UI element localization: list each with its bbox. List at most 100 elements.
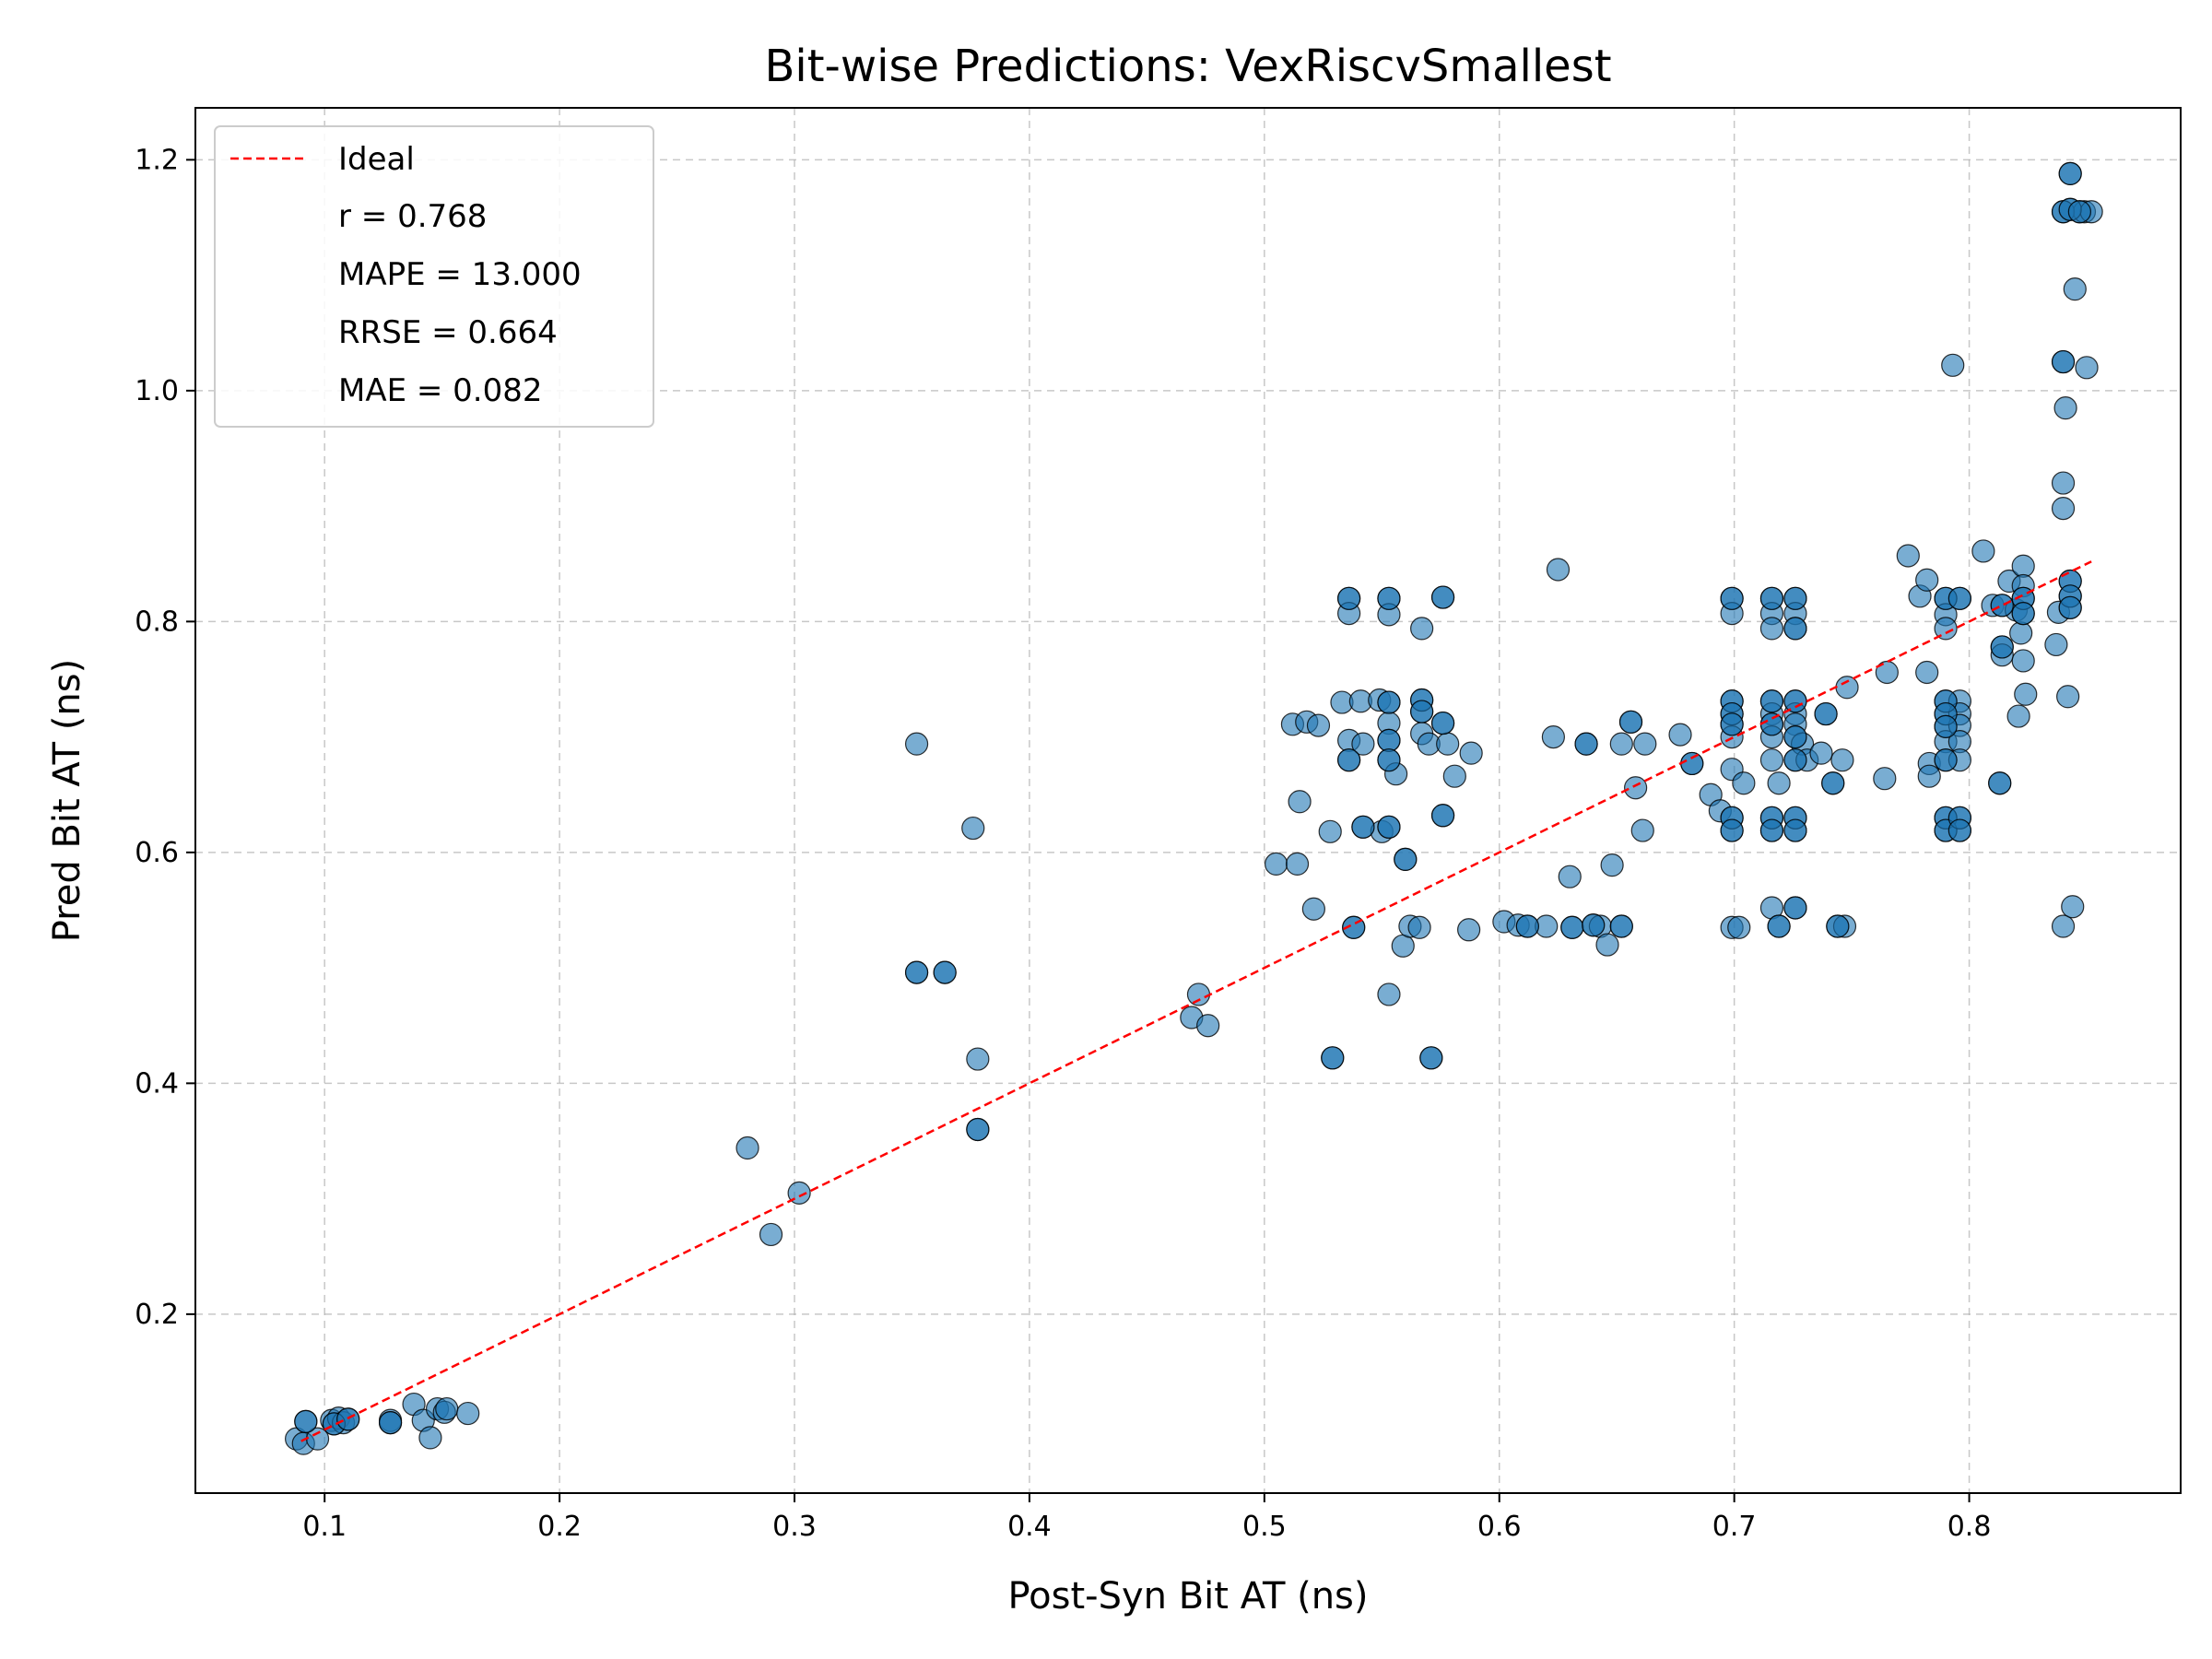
data-point-overlap [1990,635,2014,659]
ideal-line [300,560,2092,1442]
y-tick-label: 0.2 [135,1299,179,1331]
data-point-overlap [1947,818,1971,842]
x-tick-label: 0.7 [1712,1511,1757,1543]
data-point [2053,396,2077,420]
data-point [1318,819,1342,843]
legend: Ideal r = 0.768 MAPE = 13.000 RRSE = 0.6… [214,125,654,428]
data-point-overlap [1783,586,1807,610]
data-point-overlap [1377,815,1401,839]
data-point-overlap [2051,349,2076,374]
data-point [1609,732,1633,756]
data-point [961,816,985,841]
data-point [435,1396,459,1421]
legend-stat-mae: MAE = 0.082 [338,372,543,409]
data-point-overlap [2067,200,2091,224]
x-axis-label: Post-Syn Bit AT (ns) [1007,1575,1368,1618]
legend-stat-r: r = 0.768 [338,198,487,235]
data-point [966,1047,990,1071]
data-point-overlap [1767,914,1791,938]
data-point [1407,915,1431,939]
data-point-overlap [1337,748,1361,772]
data-point-overlap [1720,586,1744,610]
data-point [1288,790,1312,814]
data-point [1301,897,1325,921]
data-point [1285,852,1310,876]
data-point [1915,660,1939,685]
chart-title: Bit-wise Predictions: VexRiscvSmallest [764,41,1611,92]
data-point [2075,356,2099,380]
data-point [1442,764,1466,788]
data-point-overlap [1394,847,1418,871]
data-point-overlap [1351,815,1375,839]
data-point [2006,704,2030,728]
data-point [1306,713,1331,737]
data-point-overlap [1783,748,1807,772]
data-point [418,1426,442,1450]
data-point [1186,982,1211,1006]
x-tick-label: 0.6 [1477,1511,1522,1543]
data-point-overlap [966,1117,990,1142]
plot-frame [194,107,2182,1494]
data-point-overlap [1515,914,1539,938]
y-tick-label: 1.2 [135,144,179,176]
grid [195,108,2181,1493]
data-point [1941,353,1965,377]
data-point-overlap [1377,728,1401,752]
data-point-overlap [1680,751,1704,776]
data-point-overlap [1759,818,1784,842]
data-point [1457,918,1481,942]
data-point-overlap [1582,913,1606,937]
data-point [2011,554,2035,578]
data-point-overlap [1934,748,1958,772]
data-point [2051,914,2076,938]
data-point-overlap [1377,586,1401,610]
data-point-overlap [1783,818,1807,842]
x-tick-label: 0.2 [537,1511,582,1543]
data-point [1351,732,1375,756]
data-point [1436,732,1460,756]
data-point-overlap [1783,689,1807,713]
x-tick-label: 0.3 [772,1511,817,1543]
data-point [1896,544,1920,568]
data-point-overlap [2058,161,2082,185]
axis-ticks: 0.1 0.2 0.3 0.4 0.5 0.6 0.7 0.8 0.2 0.4 0.6 0.8 1.0 1… [135,144,1991,1543]
data-point-overlap [1759,712,1784,736]
y-tick-label: 1.0 [135,375,179,407]
data-point [1732,771,1756,795]
data-point-overlap [1560,915,1584,939]
data-point [1541,725,1565,749]
data-point [1668,723,1692,747]
y-axis-label: Pred Bit AT (ns) [46,659,88,942]
x-tick-label: 0.8 [1947,1511,1992,1543]
data-point-overlap [1609,914,1633,938]
data-point [1759,748,1784,772]
y-tick-label: 0.4 [135,1067,179,1100]
y-tick-label: 0.6 [135,837,179,869]
x-tick-label: 0.1 [302,1511,347,1543]
x-tick-label: 0.4 [1007,1511,1052,1543]
data-point-overlap [1759,586,1784,610]
data-point [1767,771,1791,795]
data-point-overlap [1720,712,1744,736]
data-point-overlap [2058,595,2082,619]
data-point-overlap [933,960,957,984]
data-point [1410,617,1434,641]
data-point-overlap [1430,585,1455,609]
data-point [2051,471,2076,495]
data-point-overlap [1947,586,1971,610]
data-point [2063,277,2087,301]
data-point-overlap [2011,601,2035,626]
data-point [1595,933,1619,957]
data-point [1624,776,1648,800]
data-point [1196,1014,1220,1038]
data-point [1934,617,1958,641]
data-point-overlap [1430,711,1455,735]
data-point [1546,558,1571,582]
data-point [1600,853,1624,877]
data-point [2009,621,2033,645]
data-point [2014,682,2038,706]
data-point [2056,685,2080,709]
data-point-overlap [904,960,929,984]
data-point [759,1222,783,1247]
data-point-overlap [1720,818,1744,842]
